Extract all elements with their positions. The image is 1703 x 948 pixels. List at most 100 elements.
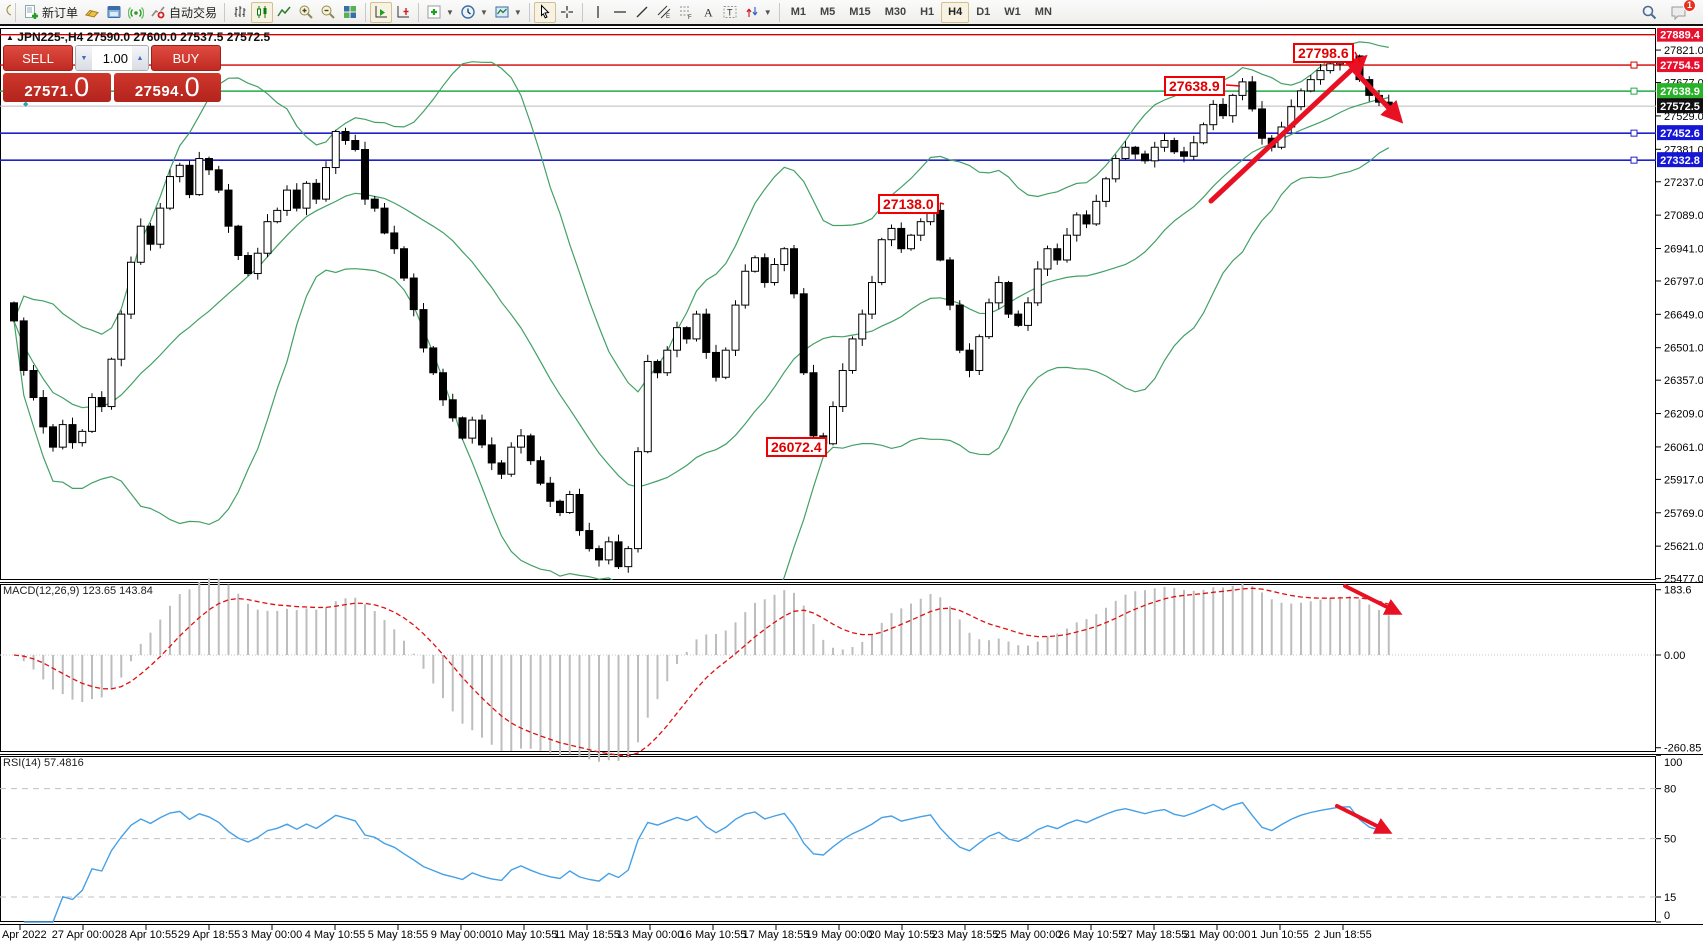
bar-chart-button[interactable] [229,2,251,23]
horizontal-line-button[interactable] [609,2,631,23]
separator [528,2,530,22]
svg-text:27452.6: 27452.6 [1660,128,1700,140]
zoom-in-button[interactable] [295,2,317,23]
toolbar-right: 1 [1638,0,1701,23]
templates-button[interactable]: ▼ [491,2,525,23]
buy-button[interactable]: BUY [151,45,221,71]
svg-text:26061.0: 26061.0 [1664,442,1703,454]
auto-scroll-button[interactable] [370,1,393,23]
fibonacci-button[interactable]: F [675,2,697,23]
navigator-button[interactable] [103,2,125,23]
timeframe-MN[interactable]: MN [1034,6,1052,18]
zoom-out-button[interactable] [317,2,339,23]
svg-text:26209.0: 26209.0 [1664,409,1703,421]
chart-shift-button[interactable] [392,2,414,23]
auto-trading-button[interactable]: 自动交易 [147,2,220,23]
collapse-triangle-icon[interactable]: ▲ [6,33,14,42]
svg-text:26357.0: 26357.0 [1664,375,1703,387]
price-callout[interactable]: 27138.0 [878,194,939,214]
text-button[interactable]: A [697,2,719,23]
volume-input[interactable] [92,46,132,70]
svg-text:27 Apr 00:00: 27 Apr 00:00 [52,929,114,941]
panel-collapse-icon[interactable]: ◆ [23,101,29,108]
price-callout[interactable]: 27798.6 [1293,43,1354,63]
timeframe-M1[interactable]: M1 [790,6,806,18]
price-chart-svg[interactable]: 27821.027677.027529.027381.027237.027089… [0,28,1703,948]
svg-text:80: 80 [1664,784,1676,796]
trendline-button[interactable] [631,2,653,23]
symbol-period: JPN225-,H4 [17,30,84,44]
svg-text:E: E [666,14,670,20]
svg-text:27889.4: 27889.4 [1660,30,1701,42]
macd-name: MACD(12,26,9) [3,585,80,597]
rsi-label: RSI(14) 57.4816 [3,757,84,769]
ohlc-values: 27590.0 27600.0 27537.5 27572.5 [86,30,271,44]
svg-text:183.6: 183.6 [1664,585,1692,597]
sell-button[interactable]: SELL [3,45,73,71]
price-callout[interactable]: 26072.4 [766,437,827,457]
buy-price[interactable]: 27594. 0 [113,72,221,102]
svg-text:17 May 18:55: 17 May 18:55 [743,929,810,941]
timeframe-M5[interactable]: M5 [820,6,836,18]
indicators-button[interactable]: ▼ [423,2,457,23]
svg-text:4 May 10:55: 4 May 10:55 [305,929,366,941]
svg-text:13 May 00:00: 13 May 00:00 [617,929,684,941]
new-order-label: 新订单 [42,5,79,20]
cursor-button[interactable] [533,1,556,23]
arrows-button[interactable]: ▼ [741,2,775,23]
crosshair-button[interactable] [556,2,578,23]
dropdown-caret: ▼ [763,7,772,17]
chat-button[interactable]: 1 [1667,0,1696,23]
vertical-line-button[interactable] [587,2,609,23]
buy-price-last-digit: 0 [184,72,200,102]
svg-text:5 May 18:55: 5 May 18:55 [368,929,429,941]
svg-text:9 May 00:00: 9 May 00:00 [431,929,492,941]
gold-icon [85,9,99,18]
dropdown-caret: ▼ [479,7,488,17]
horizontal-lines [0,33,1656,164]
timeframe-W1[interactable]: W1 [1004,6,1021,18]
timeframe-H4[interactable]: H4 [941,1,970,23]
svg-text:100: 100 [1664,757,1682,769]
svg-text:26649.0: 26649.0 [1664,309,1703,321]
chart-title: ▲ JPN225-,H4 27590.0 27600.0 27537.5 275… [6,30,270,44]
timeframe-M30[interactable]: M30 [884,6,907,18]
svg-text:27572.5: 27572.5 [1660,101,1700,113]
price-row: 27571. 0 27594. 0 [3,73,221,102]
market-watch-button[interactable] [81,2,103,23]
separator [224,2,226,22]
svg-text:T: T [727,8,733,18]
timeframe-D1[interactable]: D1 [976,6,991,18]
sell-price[interactable]: 27571. 0 [3,73,111,102]
timeframe-M15[interactable]: M15 [849,6,871,18]
dropdown-caret: ▼ [513,7,522,17]
volume-increase-button[interactable]: ▲ [132,46,148,70]
equidistant-channel-button[interactable]: E [653,2,675,23]
volume-decrease-button[interactable]: ▼ [76,46,92,70]
price-callout[interactable]: 27638.9 [1164,76,1225,96]
text-label-button[interactable]: T [719,2,741,23]
timeframe-H1[interactable]: H1 [920,6,935,18]
antenna-icon [128,7,145,19]
candlestick-chart-button[interactable] [251,1,274,23]
svg-text:25621.0: 25621.0 [1664,541,1703,553]
svg-text:50: 50 [1664,834,1676,846]
separator [581,2,583,22]
rsi-current-value: 57.4816 [43,757,84,769]
line-chart-button[interactable] [273,2,295,23]
clipped-chart-icon[interactable] [2,2,11,23]
signals-button[interactable] [125,2,147,23]
svg-text:26941.0: 26941.0 [1664,243,1703,255]
notification-badge: 1 [1683,0,1696,12]
auto-trading-icon [151,6,166,20]
chart-area: 27821.027677.027529.027381.027237.027089… [0,28,1703,948]
search-button[interactable] [1638,2,1661,23]
trade-row: SELL ▼ ▲ BUY [3,45,221,71]
tile-windows-button[interactable] [339,2,361,23]
svg-text:F: F [688,15,692,20]
svg-text:27089.0: 27089.0 [1664,210,1703,222]
svg-text:16 May 10:55: 16 May 10:55 [680,929,747,941]
periods-button[interactable]: ▼ [457,2,491,23]
new-order-button[interactable]: 新订单 [20,2,81,23]
